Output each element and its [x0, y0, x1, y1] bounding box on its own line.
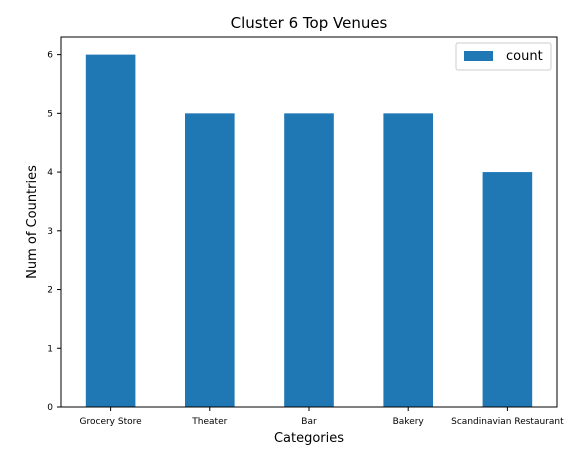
y-tick-label: 4: [47, 168, 53, 178]
bar: [482, 172, 533, 407]
plot-frame: [60, 36, 558, 408]
bar: [185, 113, 235, 407]
x-axis-label: Categories: [274, 431, 344, 446]
y-tick-label: 5: [47, 109, 53, 119]
legend: count: [455, 42, 552, 71]
y-tick-label: 3: [47, 227, 53, 237]
bar: [284, 113, 334, 407]
y-tick-label: 0: [47, 403, 53, 413]
y-tick-label: 6: [47, 51, 53, 61]
y-tick-label: 2: [47, 286, 53, 296]
bar: [85, 54, 136, 407]
bar: [383, 113, 433, 407]
x-axis-ticks: Grocery Store Theater Bar Bakery Scandinavia…: [80, 407, 564, 427]
legend-box: [455, 42, 552, 71]
x-tick-label: Scandinavian Restaurant: [451, 417, 564, 427]
legend-label: count: [506, 49, 543, 64]
x-tick-label: Grocery Store: [80, 417, 143, 427]
x-tick-label: Bar: [301, 417, 317, 427]
chart-title: Cluster 6 Top Venues: [231, 14, 388, 32]
x-tick-label: Bakery: [393, 417, 425, 427]
y-axis-ticks: 0 1 2 3 4 5 6: [47, 51, 61, 413]
x-tick-label: Theater: [191, 417, 227, 427]
bars-group: [85, 54, 533, 407]
y-axis-label: Num of Countries: [25, 165, 40, 279]
y-tick-label: 1: [47, 344, 53, 354]
legend-swatch: [464, 51, 493, 61]
